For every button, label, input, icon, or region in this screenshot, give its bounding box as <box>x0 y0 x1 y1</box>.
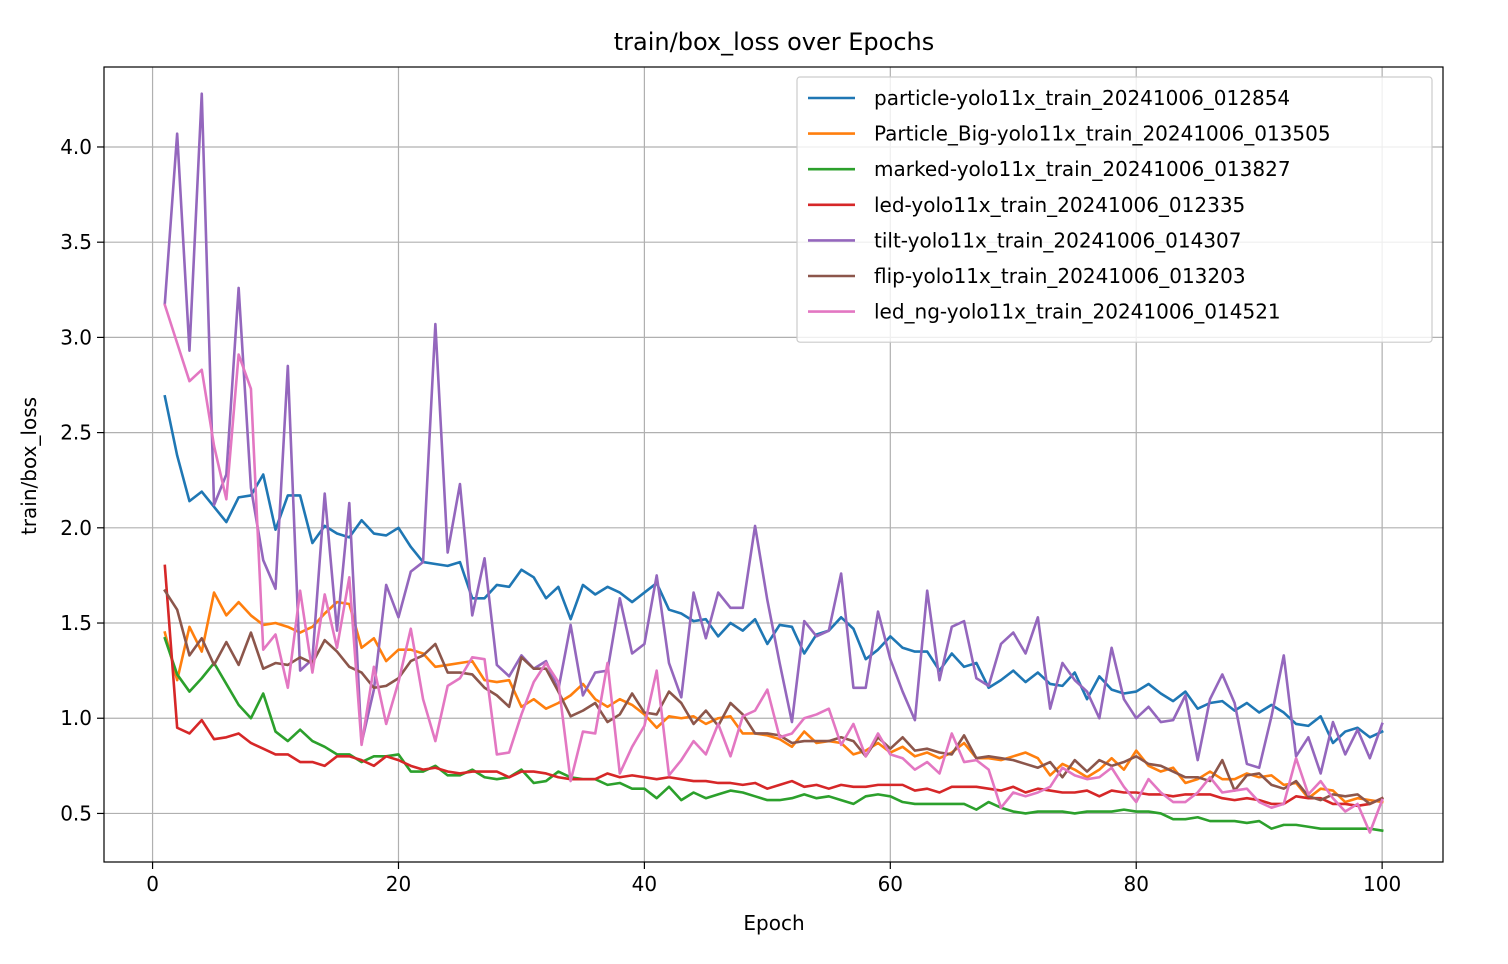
legend-box <box>796 76 1433 343</box>
grid-lines <box>104 67 1443 862</box>
x-tick-label: 100 <box>1363 872 1401 896</box>
series-line-7 <box>163 303 1384 834</box>
series-line-6 <box>163 588 1384 806</box>
legend-label: Particle_Big-yolo11x_train_20241006_0135… <box>874 122 1331 146</box>
chart-title: train/box_loss over Epochs <box>614 28 934 56</box>
y-tick-label: 2.0 <box>60 516 92 540</box>
plot-frame <box>103 66 1444 863</box>
x-tick-label: 60 <box>878 872 903 896</box>
legend: particle-yolo11x_train_20241006_012854 Pa… <box>796 76 1433 343</box>
legend-label: particle-yolo11x_train_20241006_012854 <box>874 86 1290 110</box>
y-axis-label: train/box_loss <box>17 397 41 535</box>
series-lines <box>163 92 1384 834</box>
axis-ticks: 0 20 40 60 80 100 0.5 1.0 1.5 2.0 2.5 3.0 3.5 4.0 <box>60 135 1401 896</box>
y-tick-label: 1.0 <box>60 706 92 730</box>
y-tick-label: 3.5 <box>60 230 92 254</box>
y-tick-label: 0.5 <box>60 801 92 825</box>
series-line-3 <box>163 636 1384 833</box>
legend-label: marked-yolo11x_train_20241006_013827 <box>874 157 1291 181</box>
legend-label: led_ng-yolo11x_train_20241006_014521 <box>874 300 1281 324</box>
y-tick-label: 1.5 <box>60 611 92 635</box>
y-tick-label: 3.0 <box>60 325 92 349</box>
legend-label: flip-yolo11x_train_20241006_013203 <box>874 264 1246 288</box>
y-tick-label: 2.5 <box>60 421 92 445</box>
legend-label: tilt-yolo11x_train_20241006_014307 <box>874 228 1242 252</box>
x-tick-label: 20 <box>386 872 411 896</box>
series-line-5 <box>163 92 1384 775</box>
x-tick-label: 0 <box>146 872 159 896</box>
x-tick-label: 40 <box>632 872 657 896</box>
x-axis-label: Epoch <box>743 911 804 935</box>
legend-label: led-yolo11x_train_20241006_012335 <box>874 193 1245 217</box>
x-tick-label: 80 <box>1123 872 1148 896</box>
y-tick-label: 4.0 <box>60 135 92 159</box>
series-line-4 <box>163 564 1384 808</box>
